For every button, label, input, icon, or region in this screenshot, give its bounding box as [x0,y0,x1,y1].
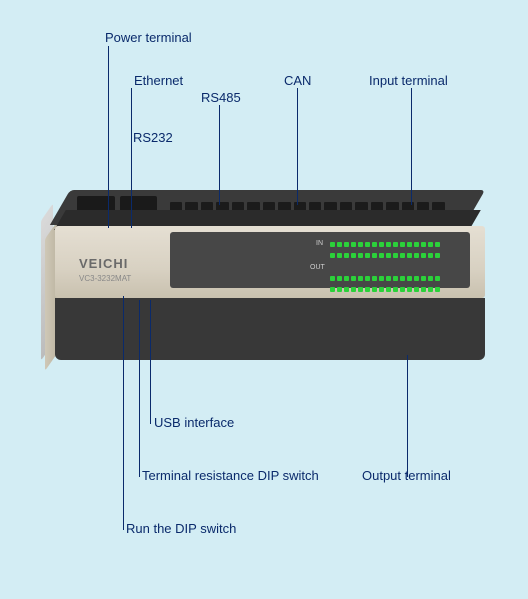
led-array [330,242,440,292]
in-label: IN [316,240,323,247]
label-usb-interface: USB interface [154,415,234,430]
label-ethernet: Ethernet [134,73,183,88]
label-power-terminal: Power terminal [105,30,192,45]
label-run-dip: Run the DIP switch [126,521,236,536]
brand-text: VEICHI [79,256,128,271]
lead-termres [139,300,140,477]
label-rs485: RS485 [201,90,241,105]
lead-input [411,88,412,205]
lead-usb [150,300,151,424]
out-label: OUT [310,264,325,271]
lead-can [297,88,298,205]
lead-rs485 [219,105,220,205]
label-can: CAN [284,73,311,88]
label-term-res-dip: Terminal resistance DIP switch [142,468,319,483]
label-rs232: RS232 [133,130,173,145]
plc-device: IN OUT VEICHI VC3-3232MAT [55,190,485,365]
label-input-terminal: Input terminal [369,73,448,88]
lead-rs232 [131,146,132,228]
model-text: VC3-3232MAT [79,274,131,283]
device-bottom-shell [55,298,485,360]
lead-rundip [123,296,124,530]
lead-output [407,355,408,477]
lead-power [108,46,109,228]
